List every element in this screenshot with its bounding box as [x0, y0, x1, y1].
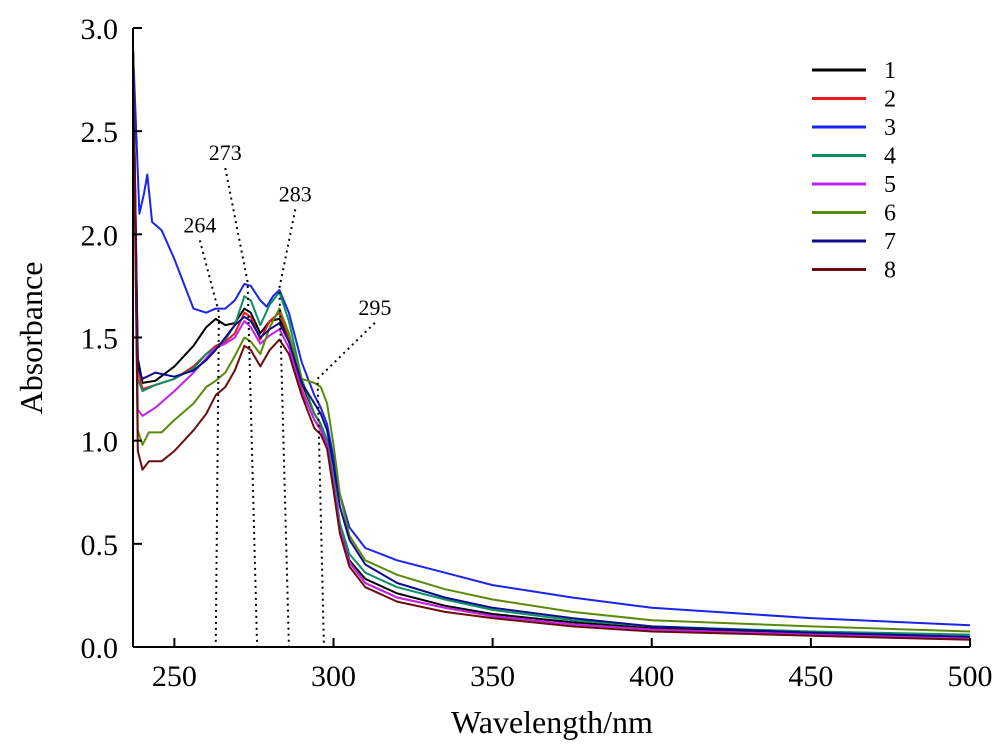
y-ticks: 0.0 0.5 1.0 1.5 2.0 2.5 3.0: [81, 13, 142, 665]
legend-label: 4: [884, 144, 896, 170]
legend-label: 2: [884, 87, 896, 113]
peak-annotations: 264 273 283 295: [183, 140, 391, 648]
series-line-5: [132, 48, 971, 639]
annotation-leader: [198, 240, 220, 648]
x-tick-label: 250: [152, 660, 197, 693]
legend-label: 8: [884, 258, 896, 284]
legend-label: 7: [884, 229, 896, 255]
annotation-leader: [316, 322, 376, 648]
legend-label: 1: [884, 58, 896, 84]
annotation-leader: [224, 167, 259, 648]
x-tick-label: 400: [629, 660, 674, 693]
y-axis-title: Absorbance: [13, 262, 49, 415]
plot-lines: [132, 48, 971, 641]
y-tick-label: 1.0: [81, 426, 119, 459]
annotation-label: 295: [358, 295, 391, 320]
x-tick-label: 350: [470, 660, 515, 693]
series-line-3: [132, 48, 971, 627]
y-tick-label: 0.5: [81, 529, 119, 562]
series-line-4: [132, 48, 971, 636]
legend-label: 6: [884, 201, 896, 227]
series-line-6: [132, 48, 971, 633]
annotation-label: 264: [183, 212, 216, 237]
legend-label: 3: [884, 115, 896, 141]
x-ticks: 250 300 350 400 450 500: [152, 638, 993, 693]
annotation-label: 273: [209, 140, 242, 165]
series-line-1: [132, 48, 971, 639]
x-tick-label: 300: [311, 660, 356, 693]
legend: 1 23 45 67 8: [812, 58, 896, 284]
y-tick-label: 0.0: [81, 632, 119, 665]
x-tick-label: 500: [948, 660, 993, 693]
series-line-7: [132, 48, 971, 638]
series-line-2: [132, 48, 971, 640]
legend-label: 5: [884, 172, 896, 198]
y-tick-label: 3.0: [81, 13, 119, 46]
x-tick-label: 450: [788, 660, 833, 693]
x-axis-title: Wavelength/nm: [451, 704, 653, 740]
y-tick-label: 2.5: [81, 116, 119, 149]
annotation-label: 283: [279, 181, 312, 206]
annotation-leader: [278, 209, 297, 648]
series-line-8: [132, 48, 971, 641]
y-tick-label: 1.5: [81, 323, 119, 356]
y-tick-label: 2.0: [81, 219, 119, 252]
